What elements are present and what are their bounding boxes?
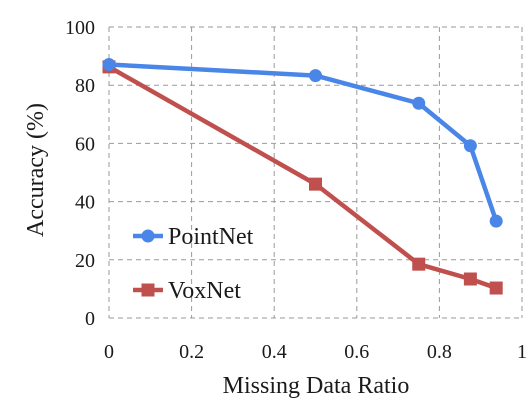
y-axis-title: Accuracy (%) [23,103,49,237]
data-point-voxnet [309,177,322,191]
data-point-pointnet [489,214,503,228]
data-point-pointnet [463,139,477,153]
y-tick-label: 100 [65,17,95,39]
y-tick-label: 40 [75,192,95,214]
series-line-voxnet [106,64,499,291]
x-tick-label: 0 [104,341,114,363]
data-point-pointnet [102,58,116,72]
legend-marker [141,229,155,243]
legend-label: VoxNet [168,278,241,304]
y-tick-label: 60 [75,133,95,155]
data-point-voxnet [412,257,426,271]
legend: PointNet VoxNet [133,224,254,304]
x-tick-label: 0.6 [344,341,369,363]
x-tick-label: 0.8 [427,341,452,363]
series [102,58,503,295]
data-point-voxnet [463,272,477,286]
legend-marker [141,283,155,297]
data-point-pointnet [309,69,322,83]
data-point-pointnet [412,96,426,110]
grid [108,26,523,319]
y-tick-label: 80 [75,75,95,97]
series-voxnet [102,60,503,295]
x-tick-label: 1 [517,341,527,363]
y-tick-label: 20 [75,250,95,272]
series-pointnet [102,58,503,228]
x-tick-labels: 0 0.2 0.4 0.6 0.8 1 [104,341,527,363]
x-tick-label: 0.4 [262,341,287,363]
y-tick-label: 0 [85,308,95,330]
legend-item-voxnet: VoxNet [133,278,241,304]
x-axis-title: Missing Data Ratio [223,373,410,399]
y-tick-labels: 0 20 40 60 80 100 [65,17,95,330]
legend-label: PointNet [168,224,254,250]
data-point-voxnet [489,281,503,295]
series-line-pointnet [106,62,499,224]
legend-item-pointnet: PointNet [133,224,254,250]
x-tick-label: 0.2 [179,341,204,363]
